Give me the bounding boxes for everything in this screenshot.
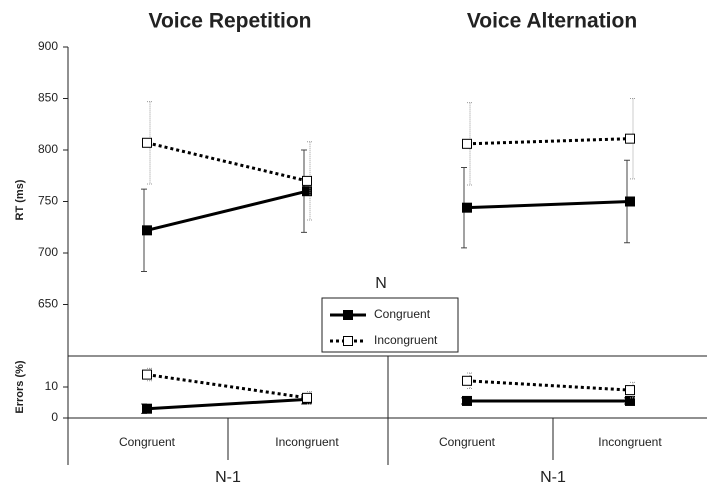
marker [302, 175, 312, 186]
marker [302, 186, 312, 197]
y-tick-label: 800 [38, 142, 58, 156]
y-axis-label: Errors (%) [14, 360, 26, 414]
legend-marker [343, 336, 353, 346]
y-tick-label: 850 [38, 91, 58, 105]
marker [142, 137, 152, 148]
x-tick-label: Congruent [119, 435, 176, 449]
series-line [146, 141, 308, 183]
marker [625, 385, 635, 396]
marker [142, 225, 152, 236]
error-bar [467, 372, 473, 390]
x-tick-label: Incongruent [598, 435, 662, 449]
marker [462, 395, 472, 406]
marker [625, 133, 635, 144]
x-axis-label: N-1 [540, 469, 566, 486]
error-bar [630, 381, 636, 399]
legend-marker [343, 310, 353, 320]
marker [462, 375, 472, 386]
y-tick-label: 700 [38, 245, 58, 259]
legend-title: N [375, 275, 387, 292]
series-line [466, 200, 631, 210]
y-tick-label: 0 [51, 410, 58, 424]
group-title: Voice Repetition [149, 10, 312, 33]
series-line [466, 379, 631, 392]
marker [142, 403, 152, 414]
x-tick-label: Congruent [439, 435, 496, 449]
marker [625, 196, 635, 207]
series-line [466, 137, 631, 146]
y-axis-label: RT (ms) [14, 179, 26, 220]
series-line [146, 373, 308, 400]
series-line [146, 397, 308, 411]
marker [142, 369, 152, 380]
x-axis-label: N-1 [215, 469, 241, 486]
marker [625, 395, 635, 406]
marker [462, 138, 472, 149]
series-line [146, 189, 308, 232]
legend-label: Incongruent [374, 333, 438, 347]
y-tick-label: 900 [38, 39, 58, 53]
error-bar [467, 102, 473, 186]
y-tick-label: 750 [38, 194, 58, 208]
marker [302, 392, 312, 403]
y-tick-label: 650 [38, 297, 58, 311]
x-tick-label: Incongruent [275, 435, 339, 449]
group-title: Voice Alternation [467, 10, 637, 33]
y-tick-label: 10 [45, 379, 59, 393]
error-bar [147, 101, 153, 185]
marker [462, 202, 472, 213]
error-bar [307, 141, 313, 221]
legend-label: Congruent [374, 307, 431, 321]
